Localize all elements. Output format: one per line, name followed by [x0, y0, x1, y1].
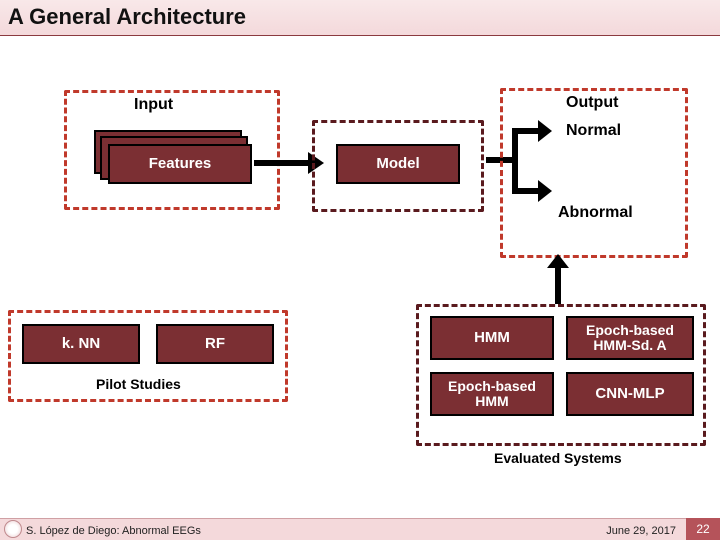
slide: A General Architecture Input Features Mo… — [0, 0, 720, 540]
knn-block: k. NN — [22, 324, 140, 364]
cnn-mlp-text: CNN-MLP — [595, 386, 664, 403]
knn-text: k. NN — [62, 336, 100, 353]
hmm-text: HMM — [474, 330, 510, 347]
epoch-hmm-sda-text: Epoch-based HMM-Sd. A — [568, 323, 692, 354]
model-block: Model — [336, 144, 460, 184]
footer-logo-icon — [4, 520, 22, 538]
epoch-hmm-sda-block: Epoch-based HMM-Sd. A — [566, 316, 694, 360]
hmm-block: HMM — [430, 316, 554, 360]
normal-label: Normal — [566, 122, 621, 140]
footer-date: June 29, 2017 — [606, 525, 676, 537]
abnormal-label: Abnormal — [558, 204, 633, 222]
epoch-hmm-text: Epoch-based HMM — [432, 379, 552, 410]
output-region — [500, 88, 688, 258]
rf-block: RF — [156, 324, 274, 364]
epoch-hmm-block: Epoch-based HMM — [430, 372, 554, 416]
slide-title: A General Architecture — [8, 4, 246, 30]
footer-left: S. López de Diego: Abnormal EEGs — [26, 525, 201, 537]
cnn-mlp-block: CNN-MLP — [566, 372, 694, 416]
features-text: Features — [149, 156, 212, 173]
input-label: Input — [134, 96, 173, 114]
footer-page-number: 22 — [686, 518, 720, 540]
model-text: Model — [376, 156, 419, 173]
rf-text: RF — [205, 336, 225, 353]
evaluated-label: Evaluated Systems — [494, 450, 622, 466]
features-block: Features — [108, 144, 252, 184]
output-label: Output — [566, 94, 618, 112]
pilot-label: Pilot Studies — [96, 376, 181, 392]
